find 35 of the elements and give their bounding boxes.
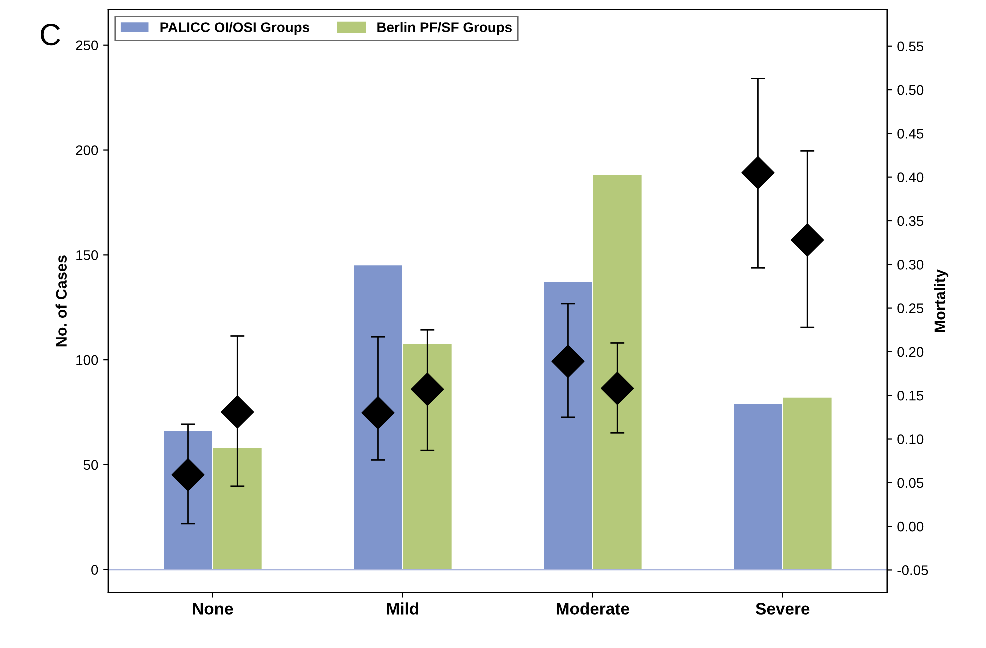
y2-axis-title: Mortality [934, 270, 949, 332]
y-tick-label: 200 [76, 146, 98, 156]
x-tick-label: None [193, 603, 234, 615]
y2-tick-label: -0.05 [898, 566, 928, 576]
bar [544, 282, 592, 570]
text: C [40, 24, 60, 46]
y2-tick-label: 0.05 [898, 478, 924, 488]
y2-tick-label: 0.35 [898, 216, 924, 226]
bar [783, 398, 832, 570]
bar [403, 344, 452, 570]
y2-tick-label: 0.10 [898, 434, 924, 444]
y2-tick-label: 0.50 [898, 85, 924, 96]
y2-tick-label: 0.20 [898, 347, 924, 358]
legend-label: Berlin PF/SF Groups [378, 22, 512, 36]
x-tick-label: Severe [756, 603, 810, 615]
y-axis-title: No. of Cases [56, 256, 67, 347]
y2-tick-label: 0.55 [898, 42, 924, 52]
x-tick-label: Mild [387, 602, 419, 615]
y2-tick-label: 0.00 [898, 522, 924, 532]
y2-tick-label: 0.45 [898, 129, 924, 139]
bar [593, 175, 642, 570]
y-tick-label: 50 [84, 460, 98, 470]
bar [354, 266, 402, 570]
y2-tick-label: 0.30 [898, 260, 924, 270]
legend-label: PALICC OI/OSI Groups [160, 22, 310, 36]
y-tick-label: 150 [76, 250, 98, 260]
bar [213, 448, 262, 570]
y2-tick-label: 0.40 [898, 172, 924, 183]
y-tick-label: 250 [76, 40, 98, 51]
x-tick-label: Moderate [556, 602, 630, 615]
bar [734, 404, 782, 570]
y-tick-label: 100 [76, 355, 98, 366]
y-tick-label: 0 [92, 565, 98, 576]
y2-tick-label: 0.25 [898, 304, 924, 314]
y2-tick-label: 0.15 [898, 390, 924, 401]
